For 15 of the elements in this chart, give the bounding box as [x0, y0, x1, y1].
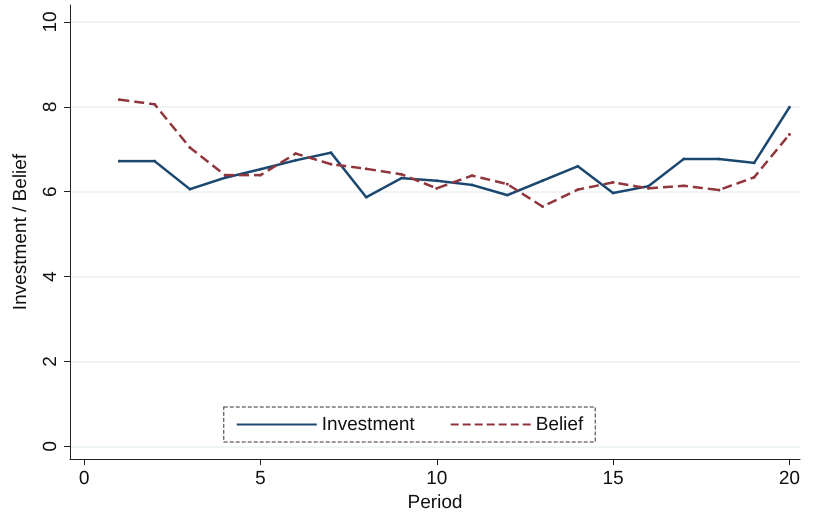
y-axis-title: Investment / Belief: [10, 153, 31, 310]
y-tick-label: 10: [40, 11, 61, 33]
x-tick-label: 5: [255, 468, 266, 490]
legend-label: Belief: [536, 414, 584, 435]
y-tick-label: 8: [40, 102, 61, 112]
y-tick-label: 6: [40, 186, 61, 198]
x-tick-label: 0: [78, 468, 90, 490]
y-tick-label: 4: [40, 270, 61, 282]
legend-label: Investment: [322, 414, 416, 435]
x-axis-title: Period: [408, 492, 462, 513]
x-tick-label: 20: [778, 468, 800, 490]
x-tick-label: 10: [426, 468, 448, 490]
x-tick-label: 15: [602, 468, 624, 490]
y-tick-label: 0: [40, 441, 61, 452]
y-tick-label: 2: [40, 356, 61, 367]
